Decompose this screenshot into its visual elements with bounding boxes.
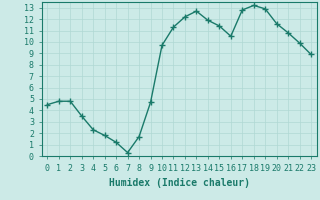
X-axis label: Humidex (Indice chaleur): Humidex (Indice chaleur) — [109, 178, 250, 188]
